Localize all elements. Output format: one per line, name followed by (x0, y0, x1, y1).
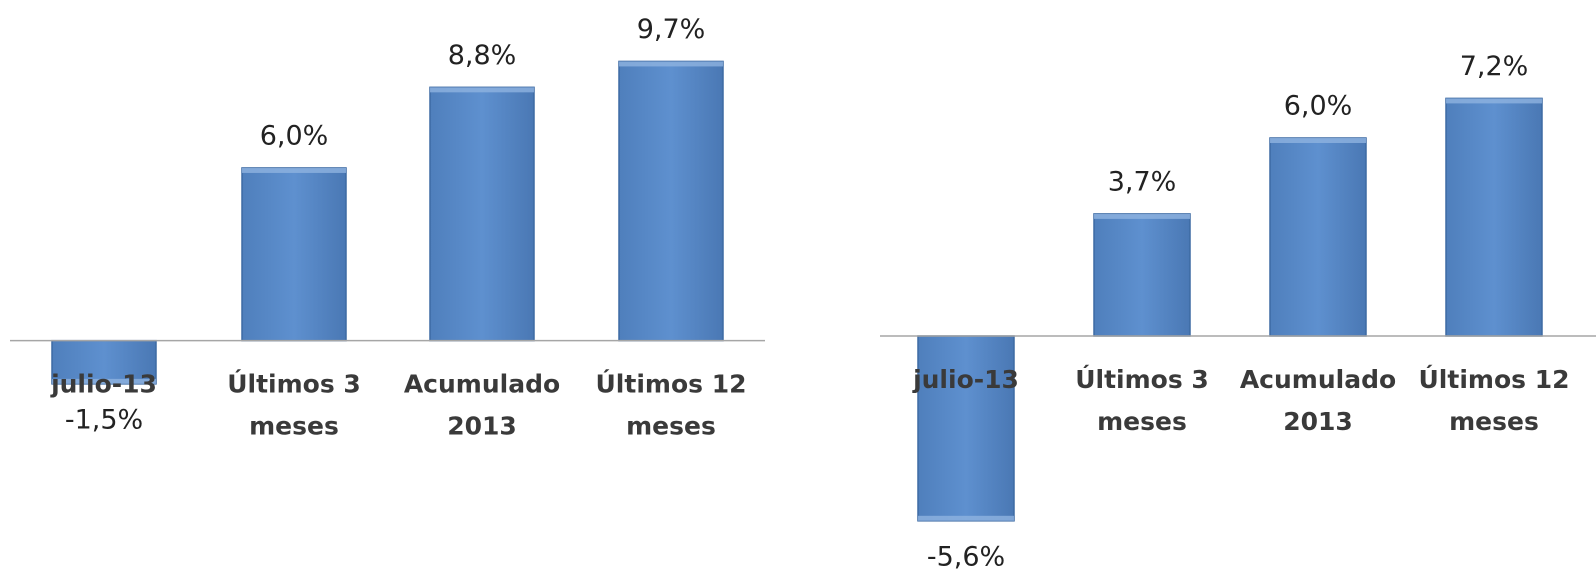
value-label: 6,0% (260, 120, 329, 151)
bar-cap (430, 87, 534, 93)
category-label: Últimos 3 (1075, 364, 1209, 394)
bar-cap (1094, 213, 1190, 219)
category-label: Últimos 12 (596, 369, 747, 399)
category-label: meses (249, 412, 339, 441)
bar-cap (52, 378, 156, 384)
bar-cap (1270, 138, 1366, 143)
bar-cap (619, 61, 723, 67)
value-label: 9,7% (637, 14, 706, 45)
category-label: 2013 (1283, 407, 1353, 436)
category-label: meses (1449, 407, 1539, 436)
bar (429, 86, 535, 342)
value-label: 8,8% (448, 40, 517, 71)
category-label: Acumulado (404, 370, 560, 399)
category-label: Acumulado (1240, 365, 1396, 394)
value-label: 6,0% (1284, 91, 1353, 122)
bar (1093, 213, 1191, 337)
category-label: Últimos 3 (227, 369, 361, 399)
value-label: -1,5% (65, 404, 143, 435)
bar (241, 167, 347, 342)
category-label: julio-13 (50, 370, 157, 399)
bar-cap (242, 167, 346, 173)
bar-cap (1446, 98, 1542, 104)
category-label: 2013 (447, 412, 517, 441)
bar-cap (918, 515, 1014, 521)
bar (1269, 137, 1367, 337)
category-label: meses (1097, 407, 1187, 436)
category-label: julio-13 (912, 365, 1019, 394)
category-label: Últimos 12 (1419, 364, 1570, 394)
bar (618, 60, 724, 342)
bar (917, 335, 1015, 522)
category-label: meses (626, 412, 716, 441)
value-label: 3,7% (1108, 166, 1177, 197)
value-label: 7,2% (1460, 51, 1529, 82)
bar (1445, 97, 1543, 337)
bar (51, 339, 157, 385)
value-label: -5,6% (927, 541, 1005, 572)
